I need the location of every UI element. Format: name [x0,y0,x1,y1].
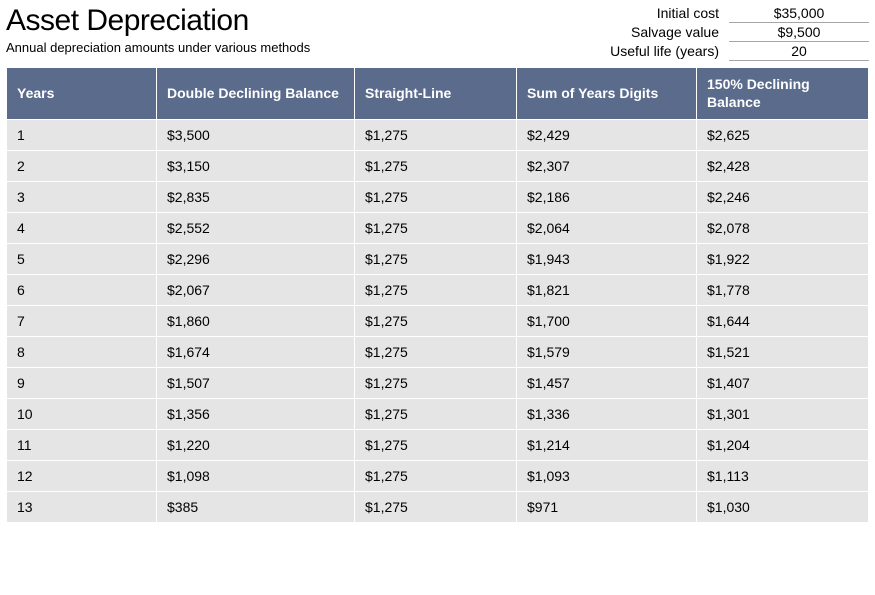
table-cell: $3,150 [157,151,355,182]
table-cell: 4 [7,213,157,244]
table-cell: $1,113 [697,461,869,492]
table-cell: $2,307 [517,151,697,182]
header-bar: Asset Depreciation Annual depreciation a… [6,4,869,61]
table-cell: $1,644 [697,306,869,337]
table-cell: 8 [7,337,157,368]
table-cell: $1,674 [157,337,355,368]
salvage-value-label: Salvage value [610,23,729,42]
useful-life-label: Useful life (years) [610,42,729,61]
table-cell: $1,204 [697,430,869,461]
table-cell: $1,356 [157,399,355,430]
table-cell: $1,922 [697,244,869,275]
table-cell: 11 [7,430,157,461]
table-cell: 3 [7,182,157,213]
table-cell: 12 [7,461,157,492]
table-cell: $1,507 [157,368,355,399]
table-cell: $2,078 [697,213,869,244]
initial-cost-value: $35,000 [729,4,869,23]
table-cell: $2,625 [697,120,869,151]
table-cell: $1,521 [697,337,869,368]
table-row: 5$2,296$1,275$1,943$1,922 [7,244,869,275]
table-cell: $1,214 [517,430,697,461]
table-cell: $1,407 [697,368,869,399]
col-150db: 150% Declining Balance [697,68,869,120]
table-cell: $2,064 [517,213,697,244]
title-block: Asset Depreciation Annual depreciation a… [6,4,610,55]
table-cell: $1,275 [355,430,517,461]
table-cell: 13 [7,492,157,523]
table-row: 1$3,500$1,275$2,429$2,625 [7,120,869,151]
table-cell: $1,275 [355,368,517,399]
table-cell: $1,301 [697,399,869,430]
initial-cost-label: Initial cost [610,4,729,23]
table-row: 11$1,220$1,275$1,214$1,204 [7,430,869,461]
table-row: 2$3,150$1,275$2,307$2,428 [7,151,869,182]
table-cell: $2,067 [157,275,355,306]
table-cell: $1,098 [157,461,355,492]
table-cell: $1,220 [157,430,355,461]
table-cell: $1,093 [517,461,697,492]
table-cell: 10 [7,399,157,430]
table-cell: $1,275 [355,275,517,306]
table-cell: 7 [7,306,157,337]
table-cell: $1,275 [355,182,517,213]
table-cell: 6 [7,275,157,306]
table-cell: $1,860 [157,306,355,337]
table-cell: 1 [7,120,157,151]
table-cell: $2,552 [157,213,355,244]
parameters-grid: Initial cost $35,000 Salvage value $9,50… [610,4,869,61]
table-cell: $1,275 [355,213,517,244]
page-title: Asset Depreciation [6,4,610,38]
table-cell: $1,336 [517,399,697,430]
table-cell: $1,700 [517,306,697,337]
table-cell: 2 [7,151,157,182]
table-cell: $1,030 [697,492,869,523]
table-cell: $1,778 [697,275,869,306]
table-cell: 9 [7,368,157,399]
table-cell: $2,186 [517,182,697,213]
table-cell: $1,275 [355,337,517,368]
table-cell: $1,275 [355,461,517,492]
table-row: 8$1,674$1,275$1,579$1,521 [7,337,869,368]
table-row: 10$1,356$1,275$1,336$1,301 [7,399,869,430]
table-cell: $2,429 [517,120,697,151]
table-cell: $2,246 [697,182,869,213]
depreciation-table: Years Double Declining Balance Straight-… [6,67,869,523]
table-cell: $1,579 [517,337,697,368]
col-years: Years [7,68,157,120]
table-cell: $1,275 [355,399,517,430]
col-soyd: Sum of Years Digits [517,68,697,120]
table-cell: $2,835 [157,182,355,213]
table-row: 12$1,098$1,275$1,093$1,113 [7,461,869,492]
table-row: 7$1,860$1,275$1,700$1,644 [7,306,869,337]
table-cell: $1,275 [355,151,517,182]
table-cell: $1,821 [517,275,697,306]
table-cell: $1,275 [355,492,517,523]
table-body: 1$3,500$1,275$2,429$2,6252$3,150$1,275$2… [7,120,869,523]
table-cell: $2,428 [697,151,869,182]
table-cell: $971 [517,492,697,523]
table-cell: $2,296 [157,244,355,275]
useful-life-value: 20 [729,42,869,61]
table-cell: $385 [157,492,355,523]
table-row: 4$2,552$1,275$2,064$2,078 [7,213,869,244]
table-cell: $1,275 [355,306,517,337]
table-cell: $1,275 [355,244,517,275]
col-ddb: Double Declining Balance [157,68,355,120]
page-subtitle: Annual depreciation amounts under variou… [6,40,610,55]
table-cell: 5 [7,244,157,275]
table-row: 9$1,507$1,275$1,457$1,407 [7,368,869,399]
table-header: Years Double Declining Balance Straight-… [7,68,869,120]
table-row: 3$2,835$1,275$2,186$2,246 [7,182,869,213]
salvage-value-value: $9,500 [729,23,869,42]
table-row: 6$2,067$1,275$1,821$1,778 [7,275,869,306]
table-cell: $1,943 [517,244,697,275]
table-row: 13$385$1,275$971$1,030 [7,492,869,523]
table-cell: $3,500 [157,120,355,151]
table-cell: $1,457 [517,368,697,399]
table-cell: $1,275 [355,120,517,151]
col-sl: Straight-Line [355,68,517,120]
